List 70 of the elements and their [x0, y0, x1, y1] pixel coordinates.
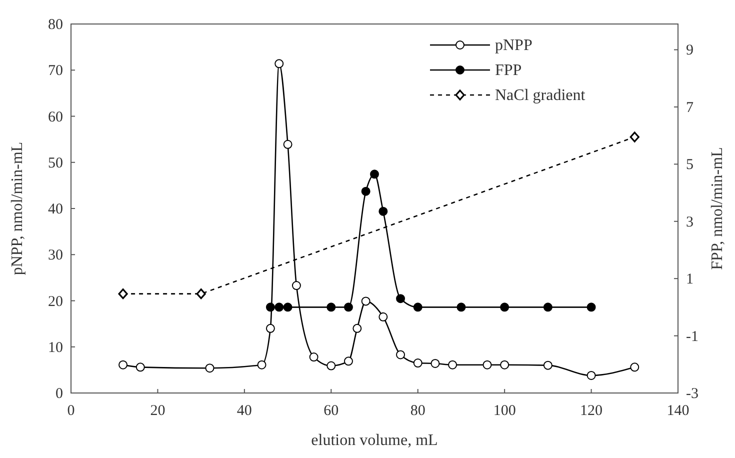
point: [344, 356, 353, 366]
point: [482, 360, 492, 370]
point: [361, 186, 370, 196]
point: [370, 170, 379, 179]
legend-label: FPP: [495, 62, 522, 79]
x-tick-label: 100: [493, 403, 516, 419]
point: [500, 360, 510, 370]
point: [292, 281, 301, 290]
point: [274, 59, 284, 68]
point: [430, 358, 440, 368]
point: [586, 370, 596, 380]
point: [378, 312, 388, 322]
y2-tick-label: 5: [686, 157, 694, 174]
point: [205, 364, 214, 373]
y-tick-label: 80: [48, 17, 63, 33]
y2-tick-label: 3: [686, 214, 694, 230]
y-tick-label: 10: [48, 340, 63, 356]
point: [543, 302, 552, 312]
point: [283, 140, 292, 149]
point: [630, 132, 640, 142]
y-tick-label: 20: [48, 294, 63, 310]
point: [361, 296, 370, 306]
legend-label: NaCl gradient: [495, 87, 586, 104]
point: [274, 302, 284, 312]
point: [283, 302, 292, 312]
point: [378, 206, 388, 216]
point: [396, 294, 406, 304]
y-tick-label: 50: [48, 155, 63, 172]
y2-axis-title: FPP, nmol/min-mL: [709, 147, 726, 270]
point: [257, 360, 266, 370]
point: [344, 302, 353, 312]
point: [586, 302, 596, 312]
point: [309, 352, 318, 362]
point: [118, 360, 128, 370]
point: [413, 358, 422, 368]
x-axis-title: elution volume, mL: [311, 432, 438, 449]
x-tick-label: 0: [67, 403, 75, 419]
y2-tick-label: -1: [686, 328, 698, 345]
y-tick-label: 70: [48, 63, 63, 80]
y-tick-label: 60: [48, 109, 63, 126]
point: [352, 324, 362, 333]
point: [136, 362, 145, 372]
point: [448, 360, 458, 370]
x-tick-label: 60: [324, 403, 339, 419]
y2-tick-label: 1: [686, 272, 694, 288]
y-axis-title: pNPP, nmol/min-mL: [9, 142, 26, 276]
y2-tick-label: 7: [686, 100, 694, 116]
point: [326, 361, 336, 370]
y2-tick-label: 9: [686, 42, 694, 59]
point: [118, 288, 128, 300]
x-tick-label: 140: [666, 403, 690, 419]
point: [630, 362, 640, 372]
x-tick-label: 80: [410, 403, 426, 419]
x-tick-label: 40: [236, 403, 252, 419]
point: [413, 302, 422, 312]
point: [500, 302, 510, 312]
point: [326, 302, 336, 312]
x-tick-label: 20: [150, 403, 166, 419]
y2-tick-label: -3: [686, 386, 698, 402]
y-tick-label: 0: [56, 386, 63, 402]
point: [266, 324, 275, 333]
point: [266, 302, 275, 312]
point: [543, 360, 552, 370]
x-tick-label: 120: [580, 403, 603, 419]
y-tick-label: 30: [48, 248, 63, 264]
legend-label: pNPP: [495, 37, 532, 54]
point: [456, 302, 466, 312]
y-tick-label: 40: [48, 202, 63, 218]
point: [196, 288, 206, 300]
point: [396, 350, 406, 360]
